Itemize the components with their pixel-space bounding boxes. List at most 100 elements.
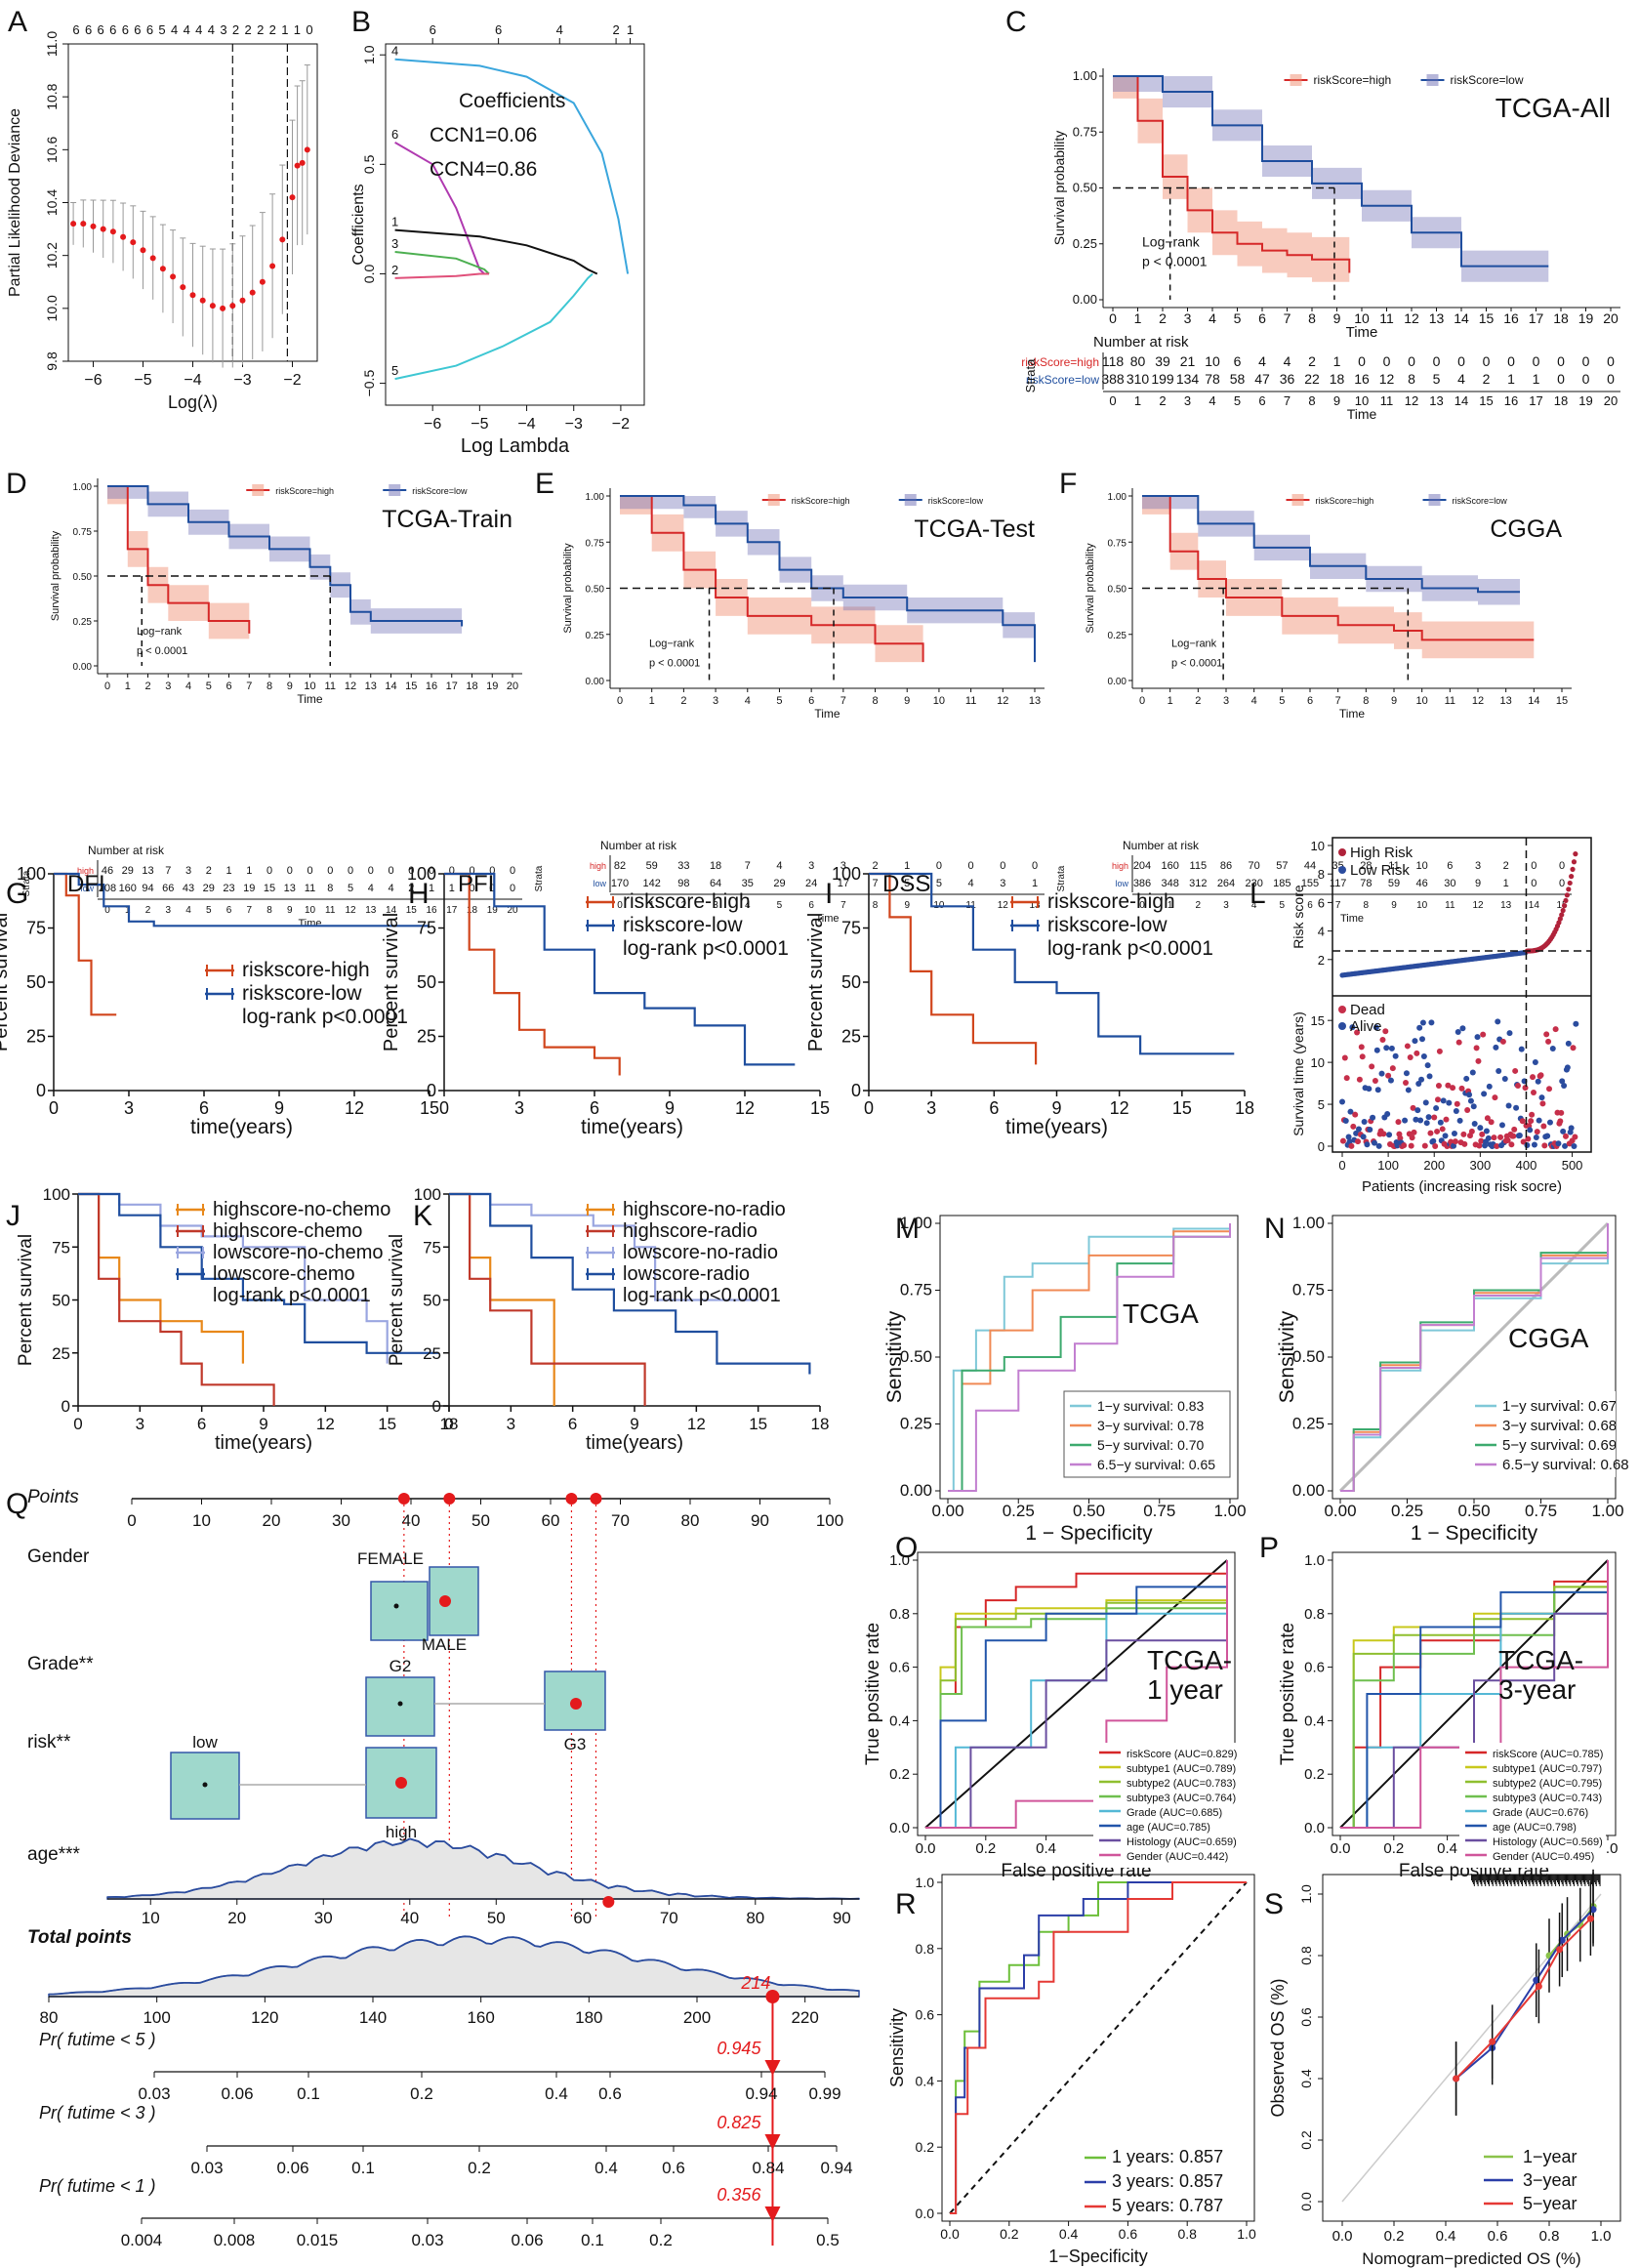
x-tick-label: 0.6 (1119, 2226, 1138, 2242)
y-tick-label: 11.0 (44, 31, 60, 57)
roc-title: 3-year (1498, 1674, 1576, 1705)
legend-label-0: riskScore (AUC=0.785) (1493, 1749, 1603, 1760)
survival-point (1355, 1126, 1362, 1133)
x-tick-label: 19 (1578, 310, 1594, 326)
age-tick-label: 30 (314, 1909, 333, 1927)
prob-tick-label-p3: 0.94 (820, 2159, 852, 2177)
survival-point (1431, 1114, 1438, 1121)
y-tick-label: 100 (17, 864, 46, 884)
risk-table-x-tick: 3 (1184, 393, 1191, 408)
top-tick-label: 4 (195, 22, 202, 37)
risk-table-x-tick: 7 (1284, 393, 1291, 408)
x-tick-label: 5 (1279, 695, 1285, 707)
prob-tick-label-p3: 0.1 (351, 2159, 375, 2177)
top-tick-label: 6 (146, 22, 153, 37)
y-tick-label: 0.4 (916, 2073, 935, 2088)
survival-point (1518, 1046, 1525, 1052)
y-tick-label: 0.6 (1304, 1660, 1325, 1676)
legend-swatch-high (1291, 494, 1304, 506)
survival-point (1373, 1047, 1380, 1053)
x-tick-label: 0.25 (1391, 1502, 1423, 1520)
risk-table-cell: 230 (1245, 878, 1262, 889)
risk-table-x-tick: 20 (507, 905, 518, 916)
risk-table-x-tick: 15 (406, 905, 418, 916)
age-tick-label: 10 (142, 1909, 160, 1927)
x-axis-label: Time (297, 692, 323, 706)
survival-point (1506, 1030, 1513, 1037)
x-tick-label: 0.0 (1332, 2228, 1353, 2245)
risk-table-cell: 30 (1444, 878, 1455, 889)
y-axis-label: True positive rate (863, 1623, 883, 1765)
x-axis-label: time(years) (581, 1116, 683, 1138)
logrank-pvalue: p < 0.0001 (1171, 658, 1222, 670)
km-curve-1 (444, 872, 796, 1066)
y-tick-label: 0.75 (1108, 538, 1127, 549)
confidence-band (620, 496, 923, 680)
prob-tick-label-p3: 0.06 (276, 2159, 308, 2177)
y-axis-label: Sensitivity (887, 2008, 907, 2087)
km-curve-low (620, 495, 1036, 663)
y-tick-label: 0.2 (889, 1766, 910, 1783)
nomogram-row-label-p3: Pr( futime < 3 ) (39, 2103, 156, 2123)
y-tick-label: 0.50 (900, 1347, 932, 1366)
survival-point (1571, 1142, 1578, 1149)
risk-table-cell: 3 (1000, 878, 1005, 889)
survival-point (1470, 1103, 1477, 1110)
survival-point (1364, 1141, 1371, 1148)
survival-point (1536, 1117, 1542, 1124)
legend-label-0: riskscore-high (1047, 890, 1175, 913)
risk-table-x-tick: 5 (1234, 393, 1241, 408)
risk-table-cell: 2 (206, 865, 212, 877)
y-axis-label: Sensitivity (883, 1310, 906, 1403)
survival-point (1435, 1096, 1441, 1103)
prob-tick-label-p3: 0.2 (468, 2159, 491, 2177)
risk-table-x-tick: 13 (1500, 900, 1512, 911)
survival-point (1415, 1081, 1422, 1088)
risk-table-strata-label: Strata (534, 865, 545, 891)
x-tick-label: 1 (1134, 310, 1142, 326)
survival-point (1557, 1118, 1564, 1125)
prob-marker-p5 (764, 2060, 781, 2076)
survival-point (1535, 1078, 1541, 1085)
x-tick-label: 0.8 (1539, 2228, 1560, 2245)
coef-label-2: 2 (391, 263, 398, 277)
survival-point (1464, 1106, 1471, 1113)
risk-table-x-tick: 0 (1109, 393, 1116, 408)
risk-table-cell: 4 (368, 883, 374, 894)
x-tick-label: 0.00 (1324, 1502, 1356, 1520)
survival-point (1440, 1097, 1447, 1104)
survival-point (1434, 1128, 1441, 1134)
y-tick-label: 0.8 (1304, 1606, 1325, 1623)
gender-level-female: FEMALE (357, 1549, 424, 1568)
top-tick-label: 2 (269, 22, 276, 37)
calibration-point (1556, 1946, 1564, 1954)
legend-label-0: riskscore-high (242, 959, 370, 981)
total-density-area (48, 1935, 860, 1998)
risk-table-cell: 16 (1354, 371, 1370, 387)
x-tick-label: 2 (680, 695, 686, 707)
risk-table-cell: 3 (808, 860, 814, 872)
km-title: DSS (882, 871, 930, 897)
survival-point (1387, 1077, 1394, 1084)
x-axis-label: time(years) (586, 1432, 683, 1454)
risk-table-cell: 0 (307, 865, 312, 877)
legend-label-high: riskScore=high (792, 496, 850, 506)
risk-table-cell: 23 (223, 883, 234, 894)
risk-table-cell: 1 (449, 883, 455, 894)
risk-table-strata-label: Strata (21, 870, 32, 896)
legend-dot-dead (1338, 1006, 1346, 1013)
y-tick-label: 0.75 (586, 538, 605, 549)
legend-label-high: riskScore=high (275, 486, 334, 496)
risk-score-point (1573, 851, 1578, 857)
risk-table-x-tick: 18 (1554, 393, 1568, 408)
risk-table-cell: 46 (102, 865, 113, 877)
risk-table-x-tick: 18 (467, 905, 478, 916)
risk-score-point (1560, 907, 1566, 914)
survival-point (1361, 1119, 1368, 1126)
coef-annotation-ccn4: CCN4=0.86 (430, 158, 537, 181)
survival-point (1499, 1038, 1506, 1045)
risk-table-x-tick: 5 (1280, 900, 1286, 911)
survival-point (1496, 1068, 1502, 1075)
risk-table-cell: 1 (904, 860, 910, 872)
survival-point (1386, 1132, 1393, 1138)
